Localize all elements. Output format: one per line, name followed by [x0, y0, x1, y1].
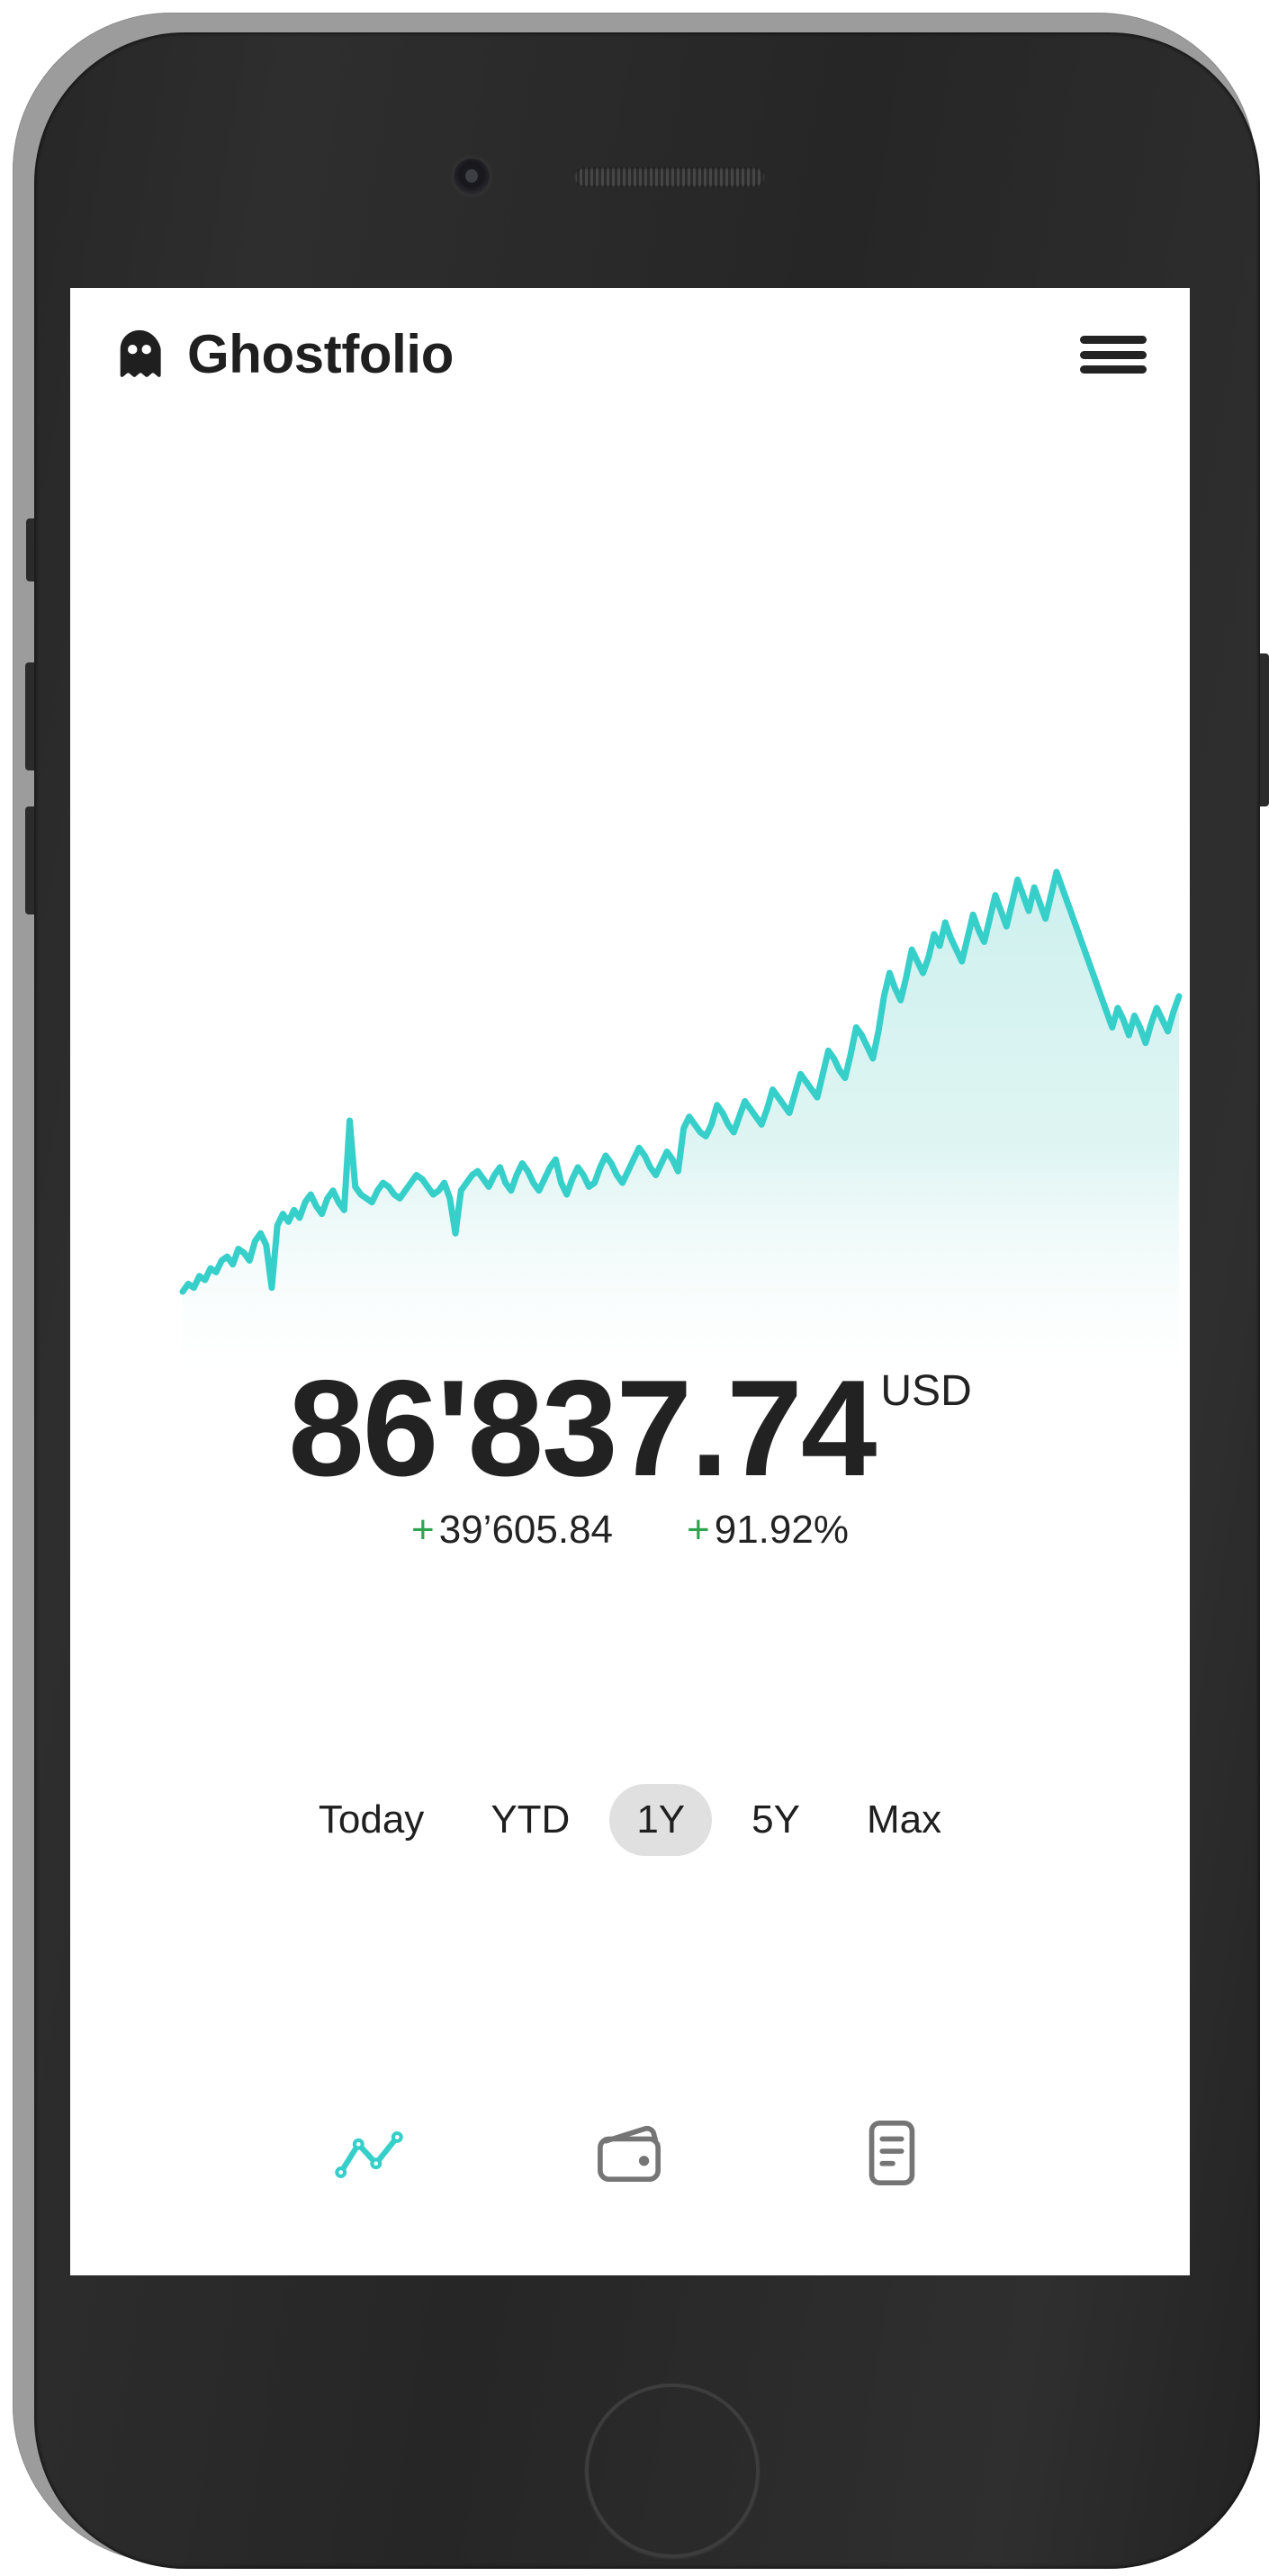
percent-change-sign: +	[687, 1508, 710, 1553]
home-button[interactable]	[585, 2383, 760, 2558]
ghost-icon	[112, 327, 167, 383]
wallet-icon	[591, 2120, 669, 2191]
portfolio-value: 86'837.74	[288, 1352, 877, 1505]
range-tab-1y[interactable]: 1Y	[609, 1784, 713, 1856]
range-tab-5y[interactable]: 5Y	[724, 1784, 827, 1856]
document-list-icon	[854, 2118, 928, 2193]
nav-item-home[interactable]	[322, 2112, 416, 2198]
absolute-change-value: 39’605.84	[438, 1508, 614, 1553]
front-camera-icon	[454, 158, 490, 194]
range-tab-max[interactable]: Max	[840, 1784, 968, 1856]
percent-change: +91.92%	[687, 1508, 849, 1553]
portfolio-currency: USD	[880, 1367, 972, 1415]
earpiece-speaker	[574, 167, 765, 187]
power-button[interactable]	[1259, 653, 1269, 806]
date-range-tabs[interactable]: Today YTD 1Y 5Y Max	[70, 1784, 1190, 1856]
hamburger-menu-icon[interactable]	[1080, 329, 1147, 380]
volume-up-button[interactable]	[25, 662, 35, 770]
phone-screen: Ghostfolio	[70, 288, 1190, 2275]
portfolio-value-line: 86'837.74 USD	[288, 1352, 972, 1505]
percent-change-value: 91.92%	[714, 1508, 849, 1553]
absolute-change: +39’605.84	[411, 1508, 613, 1553]
brand-name: Ghostfolio	[187, 324, 454, 384]
portfolio-change-row: +39’605.84 +91.92%	[70, 1508, 1190, 1553]
portfolio-performance-chart[interactable]	[70, 792, 1190, 1377]
chart-area-fill	[183, 871, 1179, 1377]
bottom-navigation	[70, 2112, 1190, 2198]
app-header: Ghostfolio	[70, 288, 1190, 421]
absolute-change-sign: +	[411, 1508, 435, 1553]
portfolio-value-block: 86'837.74 USD +39’605.84 +91.92%	[70, 1352, 1190, 1553]
silent-switch-button[interactable]	[26, 518, 35, 581]
brand[interactable]: Ghostfolio	[112, 327, 454, 383]
line-chart-icon	[330, 2121, 408, 2190]
hamburger-line	[1080, 350, 1147, 359]
range-tab-ytd[interactable]: YTD	[464, 1784, 597, 1856]
hamburger-line	[1080, 336, 1147, 344]
hamburger-line	[1080, 365, 1147, 374]
chart-line	[179, 869, 1183, 1295]
nav-item-portfolio[interactable]	[583, 2112, 677, 2198]
nav-item-activities[interactable]	[844, 2112, 938, 2198]
range-tab-today[interactable]: Today	[292, 1784, 451, 1856]
volume-down-button[interactable]	[25, 806, 35, 914]
